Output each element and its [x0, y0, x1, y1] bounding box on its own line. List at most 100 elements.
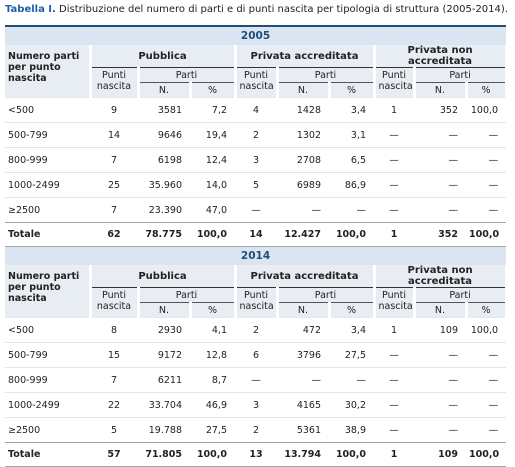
cell: —	[374, 172, 414, 198]
pct-header: %	[466, 302, 508, 318]
cell: 47,0	[190, 197, 235, 223]
group-header: Pubblica	[90, 265, 237, 288]
cell: 1	[374, 317, 414, 343]
cell: 100,0	[329, 442, 374, 467]
cell: 5361	[277, 417, 329, 443]
row-label: ≥2500	[5, 197, 90, 223]
cell: —	[414, 147, 466, 173]
cell: 6989	[277, 172, 329, 198]
cell: 71.805	[138, 442, 190, 467]
row-label-header: Numero parti per punto nascita	[5, 45, 92, 98]
cell: 14,0	[190, 172, 235, 198]
cell: 352	[414, 97, 466, 123]
punti-header: Punti nascita	[374, 287, 416, 318]
cell: 1302	[277, 122, 329, 148]
cell: 9172	[138, 342, 190, 368]
cell: —	[329, 367, 374, 393]
data-row: ≥2500 5 19.788 27,5 2 5361 38,9— — —	[5, 417, 507, 443]
parti-header: Parti	[138, 287, 237, 303]
row-label: <500	[5, 97, 90, 123]
cell: 46,9	[190, 392, 235, 418]
row-label-header: Numero parti per punto nascita	[5, 265, 92, 318]
cell: 2	[235, 317, 277, 343]
data-row: 500-799 15 9172 12,8 6 3796 27,5— — —	[5, 342, 507, 368]
section-year: 2005	[5, 25, 507, 45]
data-row: 800-999 7 6198 12,4 3 2708 6,5— — —	[5, 147, 507, 173]
cell: 7,2	[190, 97, 235, 123]
cell: 472	[277, 317, 329, 343]
cell: 1	[374, 222, 414, 247]
cell: 22	[90, 392, 138, 418]
caption-text: Distribuzione del numero di parti e di p…	[59, 4, 508, 15]
cell: 9	[90, 97, 138, 123]
n-header: N.	[138, 302, 192, 318]
row-label: ≥2500	[5, 417, 90, 443]
cell: 2708	[277, 147, 329, 173]
pct-header: %	[190, 302, 237, 318]
cell: —	[466, 367, 507, 393]
punti-header: Punti nascita	[90, 287, 140, 318]
cell: 78.775	[138, 222, 190, 247]
cell: 109	[414, 317, 466, 343]
punti-header: Punti nascita	[374, 67, 416, 98]
cell: —	[414, 392, 466, 418]
row-label: Totale	[5, 222, 90, 247]
table: 2005 Numero parti per punto nascita Pubbli…	[5, 25, 508, 467]
cell: —	[414, 122, 466, 148]
cell: —	[374, 342, 414, 368]
cell: 12,8	[190, 342, 235, 368]
cell: 14	[90, 122, 138, 148]
cell: 2	[235, 122, 277, 148]
row-label: Totale	[5, 442, 90, 467]
cell: 3796	[277, 342, 329, 368]
cell: 38,9	[329, 417, 374, 443]
cell: —	[466, 392, 507, 418]
n-header: N.	[414, 82, 468, 98]
cell: 3,1	[329, 122, 374, 148]
cell: 100,0	[466, 222, 507, 247]
cell: 2930	[138, 317, 190, 343]
cell: 4,1	[190, 317, 235, 343]
cell: 19.788	[138, 417, 190, 443]
cell: —	[466, 122, 507, 148]
cell: 12.427	[277, 222, 329, 247]
cell: 7	[90, 367, 138, 393]
cell: 5	[90, 417, 138, 443]
cell: 3,4	[329, 97, 374, 123]
cell: 1428	[277, 97, 329, 123]
group-header: Pubblica	[90, 45, 237, 68]
cell: —	[277, 367, 329, 393]
cell: 57	[90, 442, 138, 467]
cell: 13	[235, 442, 277, 467]
cell: 100,0	[190, 442, 235, 467]
cell: 109	[414, 442, 466, 467]
cell: 14	[235, 222, 277, 247]
pct-header: %	[190, 82, 237, 98]
cell: —	[414, 197, 466, 223]
parti-header: Parti	[277, 287, 376, 303]
cell: 2	[235, 417, 277, 443]
header-row: N.% N.% N.%	[5, 82, 508, 98]
group-header: Privata accreditata	[235, 45, 376, 68]
pct-header: %	[329, 302, 376, 318]
cell: 9646	[138, 122, 190, 148]
cell: 25	[90, 172, 138, 198]
cell: 27,5	[329, 342, 374, 368]
cell: 6211	[138, 367, 190, 393]
cell: 3	[235, 392, 277, 418]
group-header: Privata accreditata	[235, 265, 376, 288]
cell: —	[414, 342, 466, 368]
cell: —	[374, 417, 414, 443]
cell: —	[414, 417, 466, 443]
cell: —	[235, 367, 277, 393]
cell: —	[414, 367, 466, 393]
cell: —	[466, 417, 507, 443]
row-label: 800-999	[5, 147, 90, 173]
cell: 12,4	[190, 147, 235, 173]
cell: 3,4	[329, 317, 374, 343]
cell: —	[466, 147, 507, 173]
cell: 3	[235, 147, 277, 173]
cell: —	[374, 122, 414, 148]
cell: 8,7	[190, 367, 235, 393]
total-row: Totale 62 78.775 100,0 14 12.427 100,0 1 352 100,…	[5, 222, 507, 247]
